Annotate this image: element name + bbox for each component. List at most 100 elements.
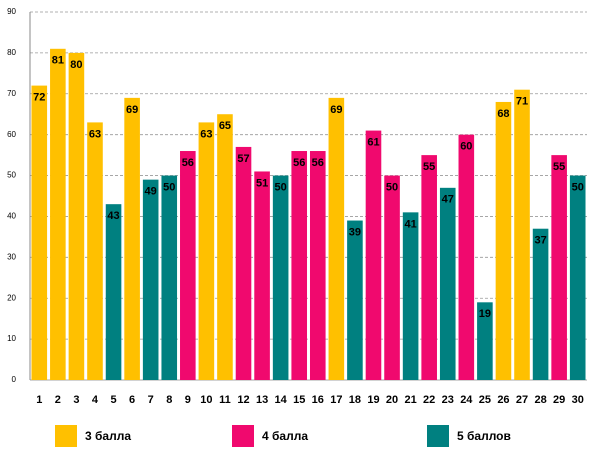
x-tick-label: 16: [312, 394, 324, 406]
x-tick-label: 6: [129, 394, 135, 406]
bar: [161, 175, 178, 380]
x-tick-label: 26: [497, 394, 509, 406]
bar: [105, 204, 122, 380]
bar: [198, 122, 215, 381]
bar: [50, 48, 66, 381]
legend-swatch: [427, 425, 449, 447]
value-label: 55: [553, 161, 565, 173]
bar: [384, 175, 400, 380]
bar: [235, 146, 252, 380]
x-tick-label: 19: [367, 394, 379, 406]
value-label: 37: [534, 235, 546, 247]
bar: [495, 101, 512, 380]
y-tick-label: 0: [12, 375, 17, 384]
x-tick-label: 25: [479, 394, 491, 406]
value-label: 56: [182, 157, 194, 169]
x-tick-label: 23: [442, 394, 454, 406]
x-tick-label: 29: [553, 394, 565, 406]
x-tick-label: 12: [237, 394, 249, 406]
bar: [458, 134, 475, 380]
x-tick-label: 10: [200, 394, 212, 406]
bar: [347, 220, 363, 380]
value-label: 50: [275, 181, 287, 193]
value-label: 56: [293, 157, 305, 169]
value-label: 43: [107, 210, 119, 222]
y-tick-label: 20: [7, 293, 16, 302]
y-tick-label: 40: [7, 212, 16, 221]
x-tick-label: 17: [330, 394, 342, 406]
x-tick-label: 13: [256, 394, 268, 406]
bar: [142, 179, 159, 380]
x-tick-label: 11: [219, 394, 231, 406]
bar: [87, 122, 103, 381]
y-tick-label: 60: [7, 130, 16, 139]
x-tick-label: 7: [148, 394, 154, 406]
value-label: 69: [330, 104, 342, 116]
legend-swatch: [232, 425, 254, 447]
x-tick-label: 3: [73, 394, 79, 406]
x-tick-label: 24: [460, 394, 473, 406]
y-tick-label: 80: [7, 48, 16, 57]
value-label: 49: [145, 186, 157, 198]
value-label: 19: [479, 308, 491, 320]
bar: [421, 155, 437, 380]
bar: [402, 212, 419, 380]
bar: [31, 85, 48, 380]
value-label: 56: [312, 157, 324, 169]
x-tick-label: 9: [185, 394, 191, 406]
value-label: 41: [404, 218, 416, 230]
legend-label: 5 баллов: [457, 429, 511, 443]
y-tick-label: 50: [7, 171, 16, 180]
value-label: 51: [256, 177, 268, 189]
bar: [309, 151, 326, 380]
x-tick-label: 18: [349, 394, 361, 406]
x-tick-label: 5: [110, 394, 116, 406]
bar: [254, 171, 270, 380]
bar: [365, 130, 382, 380]
x-tick-label: 27: [516, 394, 528, 406]
x-tick-label: 21: [404, 394, 416, 406]
x-tick-label: 8: [166, 394, 172, 406]
bar: [68, 52, 85, 381]
value-label: 55: [423, 161, 435, 173]
value-label: 39: [349, 226, 361, 238]
value-label: 61: [367, 136, 379, 148]
x-tick-label: 20: [386, 394, 398, 406]
value-label: 60: [460, 141, 472, 153]
legend-swatch: [55, 425, 77, 447]
bar: [328, 97, 345, 380]
value-label: 63: [89, 128, 101, 140]
bar: [180, 151, 196, 380]
y-tick-label: 70: [7, 89, 16, 98]
bar: [217, 114, 233, 380]
value-label: 65: [219, 120, 231, 132]
x-tick-label: 1: [36, 394, 42, 406]
value-label: 71: [516, 96, 528, 108]
y-tick-label: 90: [7, 7, 16, 16]
bar: [551, 155, 567, 380]
value-label: 50: [163, 181, 175, 193]
x-tick-label: 22: [423, 394, 435, 406]
value-label: 50: [386, 181, 398, 193]
bar: [477, 302, 493, 380]
x-tick-label: 14: [275, 394, 288, 406]
bar: [439, 187, 456, 380]
bar: [272, 175, 289, 380]
y-tick-label: 10: [7, 334, 16, 343]
value-label: 81: [52, 55, 64, 67]
x-tick-label: 4: [92, 394, 99, 406]
value-label: 72: [33, 92, 45, 104]
bar: [514, 89, 530, 380]
value-label: 80: [70, 59, 82, 71]
bar: [532, 228, 549, 380]
x-tick-label: 28: [534, 394, 546, 406]
x-tick-label: 15: [293, 394, 305, 406]
value-label: 47: [442, 194, 454, 206]
legend-label: 3 балла: [85, 429, 131, 443]
value-label: 50: [572, 181, 584, 193]
y-tick-label: 30: [7, 252, 16, 261]
value-label: 69: [126, 104, 138, 116]
bar: [291, 151, 308, 380]
x-tick-label: 2: [55, 394, 61, 406]
